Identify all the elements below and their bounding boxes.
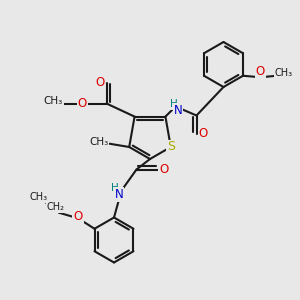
Text: N: N	[115, 188, 124, 201]
Text: S: S	[167, 140, 175, 154]
Text: H: H	[111, 183, 119, 193]
Text: H: H	[170, 99, 178, 109]
Text: CH₃: CH₃	[30, 192, 48, 202]
Text: CH₃: CH₃	[44, 95, 63, 106]
Text: N: N	[173, 103, 182, 117]
Text: O: O	[78, 97, 87, 110]
Text: O: O	[95, 76, 104, 89]
Text: O: O	[256, 65, 265, 78]
Text: CH₃: CH₃	[89, 137, 108, 147]
Text: CH₃: CH₃	[274, 68, 292, 78]
Text: CH₂: CH₂	[47, 202, 65, 212]
Text: O: O	[199, 127, 208, 140]
Text: O: O	[74, 210, 82, 223]
Text: O: O	[159, 163, 168, 176]
